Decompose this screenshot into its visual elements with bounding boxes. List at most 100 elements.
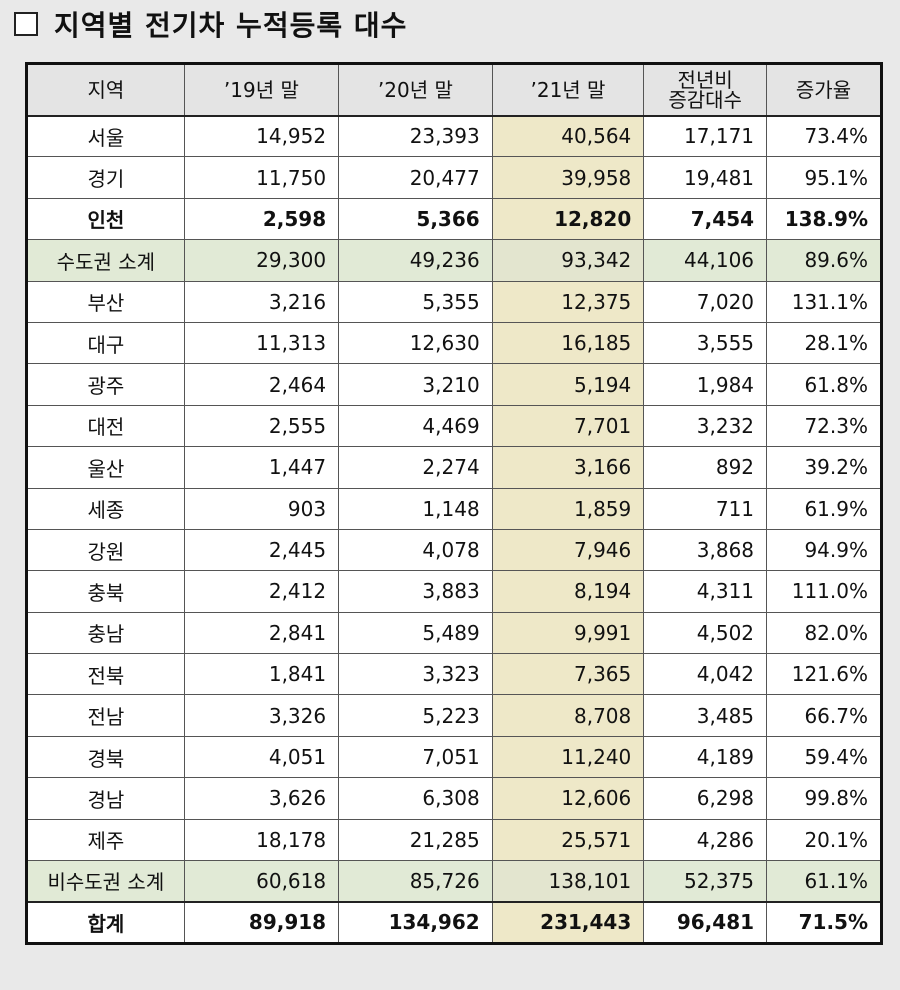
cell-2021: 11,240 <box>491 735 645 779</box>
cell-diff: 892 <box>643 446 768 489</box>
cell-region: 비수도권 소계 <box>26 860 185 903</box>
cell-2020: 3,323 <box>338 653 493 696</box>
cell-2021: 7,365 <box>491 653 645 696</box>
cell-2021: 231,443 <box>491 900 645 944</box>
table-row: 광주 2,464 3,210 5,194 1,984 61.8% <box>26 363 882 406</box>
cell-diff: 4,042 <box>643 653 768 696</box>
cell-2020: 5,489 <box>338 611 493 655</box>
cell-region: 충남 <box>26 611 185 655</box>
cell-2019: 3,216 <box>183 280 340 323</box>
cell-2020: 21,285 <box>338 818 493 862</box>
cell-2020: 3,883 <box>338 570 493 613</box>
header-rate: 증가율 <box>766 63 882 117</box>
table-row: 경북 4,051 7,051 11,240 4,189 59.4% <box>26 735 882 779</box>
table-row: 인천 2,598 5,366 12,820 7,454 138.9% <box>26 197 882 241</box>
cell-2021: 7,946 <box>491 528 645 572</box>
cell-diff: 3,868 <box>643 528 768 572</box>
cell-diff: 17,171 <box>643 114 768 158</box>
cell-2019: 903 <box>183 487 340 530</box>
cell-region: 부산 <box>26 280 185 323</box>
page-title: 지역별 전기차 누적등록 대수 <box>14 2 407 46</box>
table-row: 전북 1,841 3,323 7,365 4,042 121.6% <box>26 653 882 696</box>
cell-2019: 3,326 <box>183 694 340 737</box>
table-row: 충북 2,412 3,883 8,194 4,311 111.0% <box>26 570 882 613</box>
cell-rate: 73.4% <box>766 114 882 158</box>
cell-2020: 85,726 <box>338 860 493 903</box>
cell-region: 세종 <box>26 487 185 530</box>
cell-2021: 138,101 <box>491 860 645 903</box>
cell-2020: 12,630 <box>338 321 493 365</box>
cell-region: 인천 <box>26 197 185 241</box>
cell-region: 대전 <box>26 404 185 448</box>
cell-2020: 5,223 <box>338 694 493 737</box>
cell-2019: 2,412 <box>183 570 340 613</box>
table-row: 경남 3,626 6,308 12,606 6,298 99.8% <box>26 777 882 820</box>
cell-region: 강원 <box>26 528 185 572</box>
ev-registration-table: 지역 ’19년 말 ’20년 말 ’21년 말 전년비 증감대수 증가율 서울 1… <box>25 62 883 945</box>
cell-2020: 4,078 <box>338 528 493 572</box>
cell-rate: 61.1% <box>766 860 882 903</box>
cell-2021: 16,185 <box>491 321 645 365</box>
cell-2019: 11,313 <box>183 321 340 365</box>
cell-2020: 134,962 <box>338 900 493 944</box>
cell-2020: 5,366 <box>338 197 493 241</box>
cell-2020: 5,355 <box>338 280 493 323</box>
cell-rate: 28.1% <box>766 321 882 365</box>
cell-2020: 2,274 <box>338 446 493 489</box>
cell-2020: 4,469 <box>338 404 493 448</box>
cell-rate: 111.0% <box>766 570 882 613</box>
cell-diff: 3,232 <box>643 404 768 448</box>
cell-diff: 4,502 <box>643 611 768 655</box>
table-row: 경기 11,750 20,477 39,958 19,481 95.1% <box>26 156 882 199</box>
cell-rate: 59.4% <box>766 735 882 779</box>
cell-region: 제주 <box>26 818 185 862</box>
cell-2021: 93,342 <box>491 239 645 282</box>
cell-region: 충북 <box>26 570 185 613</box>
cell-2021: 40,564 <box>491 114 645 158</box>
cell-rate: 89.6% <box>766 239 882 282</box>
cell-2021: 12,820 <box>491 197 645 241</box>
cell-region: 전북 <box>26 653 185 696</box>
table-header-row: 지역 ’19년 말 ’20년 말 ’21년 말 전년비 증감대수 증가율 <box>26 63 882 117</box>
cell-2021: 12,606 <box>491 777 645 820</box>
cell-region: 전남 <box>26 694 185 737</box>
cell-2019: 89,918 <box>183 900 340 944</box>
cell-2020: 6,308 <box>338 777 493 820</box>
cell-rate: 71.5% <box>766 900 882 944</box>
cell-2021: 8,708 <box>491 694 645 737</box>
header-2021: ’21년 말 <box>491 63 645 117</box>
cell-2020: 23,393 <box>338 114 493 158</box>
cell-rate: 82.0% <box>766 611 882 655</box>
cell-2021: 12,375 <box>491 280 645 323</box>
cell-rate: 20.1% <box>766 818 882 862</box>
table-body: 서울 14,952 23,393 40,564 17,171 73.4% 경기 11,750 2… <box>26 114 882 944</box>
cell-2019: 2,464 <box>183 363 340 406</box>
cell-diff: 1,984 <box>643 363 768 406</box>
cell-2021: 1,859 <box>491 487 645 530</box>
cell-diff: 4,286 <box>643 818 768 862</box>
cell-rate: 121.6% <box>766 653 882 696</box>
cell-region: 경북 <box>26 735 185 779</box>
cell-2021: 39,958 <box>491 156 645 199</box>
cell-2021: 5,194 <box>491 363 645 406</box>
table-row: 강원 2,445 4,078 7,946 3,868 94.9% <box>26 528 882 572</box>
cell-2021: 3,166 <box>491 446 645 489</box>
cell-rate: 72.3% <box>766 404 882 448</box>
cell-diff: 7,020 <box>643 280 768 323</box>
cell-2020: 3,210 <box>338 363 493 406</box>
cell-region: 대구 <box>26 321 185 365</box>
cell-region: 광주 <box>26 363 185 406</box>
cell-rate: 61.8% <box>766 363 882 406</box>
cell-2019: 18,178 <box>183 818 340 862</box>
cell-region: 울산 <box>26 446 185 489</box>
header-2020: ’20년 말 <box>338 63 493 117</box>
cell-rate: 66.7% <box>766 694 882 737</box>
cell-diff: 19,481 <box>643 156 768 199</box>
table-row: 수도권 소계 29,300 49,236 93,342 44,106 89.6% <box>26 239 882 282</box>
header-region: 지역 <box>26 63 185 117</box>
cell-region: 서울 <box>26 114 185 158</box>
cell-diff: 4,311 <box>643 570 768 613</box>
cell-diff: 711 <box>643 487 768 530</box>
cell-2020: 20,477 <box>338 156 493 199</box>
table-row: 서울 14,952 23,393 40,564 17,171 73.4% <box>26 114 882 158</box>
